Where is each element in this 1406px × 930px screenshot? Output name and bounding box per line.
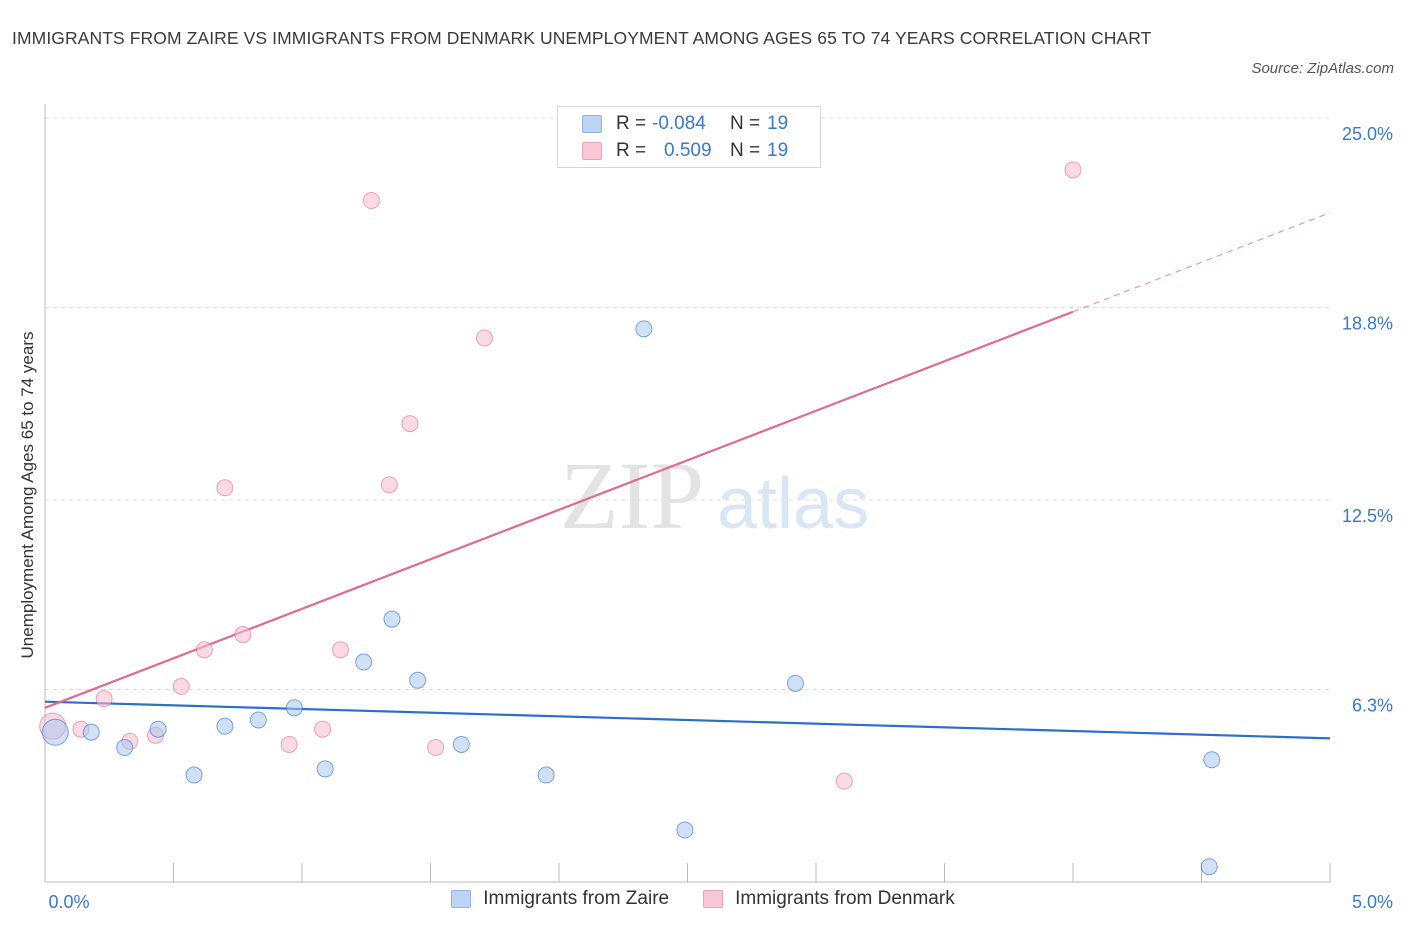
data-point-zaire bbox=[285, 699, 303, 717]
data-point-denmark bbox=[475, 329, 493, 347]
y-tick-label: 6.3% bbox=[1352, 695, 1393, 715]
axes bbox=[44, 104, 1331, 883]
data-point-zaire bbox=[316, 760, 334, 778]
series-legend-denmark: Immigrants from Denmark bbox=[703, 888, 955, 910]
data-point-denmark bbox=[234, 625, 252, 643]
legend-row-zaire: R = -0.084 N = 19 bbox=[582, 111, 788, 137]
data-point-denmark bbox=[1064, 161, 1082, 179]
data-point-denmark bbox=[314, 720, 332, 738]
data-point-denmark bbox=[280, 735, 298, 753]
data-points bbox=[39, 161, 1221, 876]
legend-r-label: R = bbox=[616, 113, 652, 134]
data-point-denmark bbox=[362, 192, 380, 210]
series-label-denmark: Immigrants from Denmark bbox=[735, 888, 955, 909]
y-tick-label: 25.0% bbox=[1342, 124, 1393, 144]
legend-swatch-denmark bbox=[582, 142, 602, 160]
series-legend: Immigrants from Zaire Immigrants from De… bbox=[0, 888, 1406, 910]
data-point-denmark bbox=[835, 772, 853, 790]
gridlines bbox=[45, 117, 1330, 690]
y-tick-label: 12.5% bbox=[1342, 506, 1393, 526]
data-point-denmark bbox=[95, 690, 113, 708]
watermark: ZIP atlas bbox=[560, 442, 869, 549]
data-point-zaire bbox=[1200, 858, 1218, 876]
data-point-denmark bbox=[427, 739, 445, 757]
series-label-zaire: Immigrants from Zaire bbox=[483, 888, 670, 909]
data-point-zaire bbox=[41, 718, 69, 746]
source-label: Source: ZipAtlas.com bbox=[1251, 60, 1394, 77]
data-point-zaire bbox=[409, 671, 427, 689]
data-point-denmark bbox=[216, 479, 234, 497]
legend-row-denmark: R = 0.509 N = 19 bbox=[582, 138, 788, 164]
data-point-zaire bbox=[82, 723, 100, 741]
watermark-zip: ZIP bbox=[560, 442, 704, 549]
legend-r-label: R = bbox=[616, 140, 652, 161]
series-legend-zaire: Immigrants from Zaire bbox=[451, 888, 669, 910]
x-tick-label: 0.0% bbox=[48, 892, 89, 912]
legend-n-label: N = bbox=[730, 113, 766, 134]
legend-n-value: 19 bbox=[767, 140, 789, 161]
data-point-zaire bbox=[452, 735, 470, 753]
y-axis-label: Unemployment Among Ages 65 to 74 years bbox=[18, 331, 37, 659]
data-point-denmark bbox=[332, 641, 350, 659]
chart-title: IMMIGRANTS FROM ZAIRE VS IMMIGRANTS FROM… bbox=[12, 28, 1152, 48]
data-point-zaire bbox=[676, 821, 694, 839]
data-point-denmark bbox=[380, 476, 398, 494]
data-point-denmark bbox=[172, 677, 190, 695]
trend-line-0 bbox=[44, 700, 1331, 740]
legend-n-value: 19 bbox=[767, 113, 789, 134]
legend-r-value: 0.509 bbox=[664, 140, 712, 161]
data-point-zaire bbox=[249, 711, 267, 729]
data-point-zaire bbox=[537, 766, 555, 784]
tick-labels: 6.3% 12.5% 18.8% 25.0% 0.0% 5.0% bbox=[48, 124, 1393, 912]
data-point-zaire bbox=[149, 720, 167, 738]
data-point-denmark bbox=[401, 415, 419, 433]
data-point-zaire bbox=[1203, 751, 1221, 769]
watermark-atlas: atlas bbox=[717, 464, 869, 544]
data-point-zaire bbox=[635, 320, 653, 338]
data-point-zaire bbox=[383, 610, 401, 628]
data-point-denmark bbox=[195, 641, 213, 659]
legend-n-label: N = bbox=[730, 140, 766, 161]
data-point-zaire bbox=[185, 766, 203, 784]
trend-lines bbox=[44, 212, 1331, 740]
data-point-zaire bbox=[786, 674, 804, 692]
trend-line-extension-1 bbox=[1072, 212, 1331, 313]
data-point-zaire bbox=[216, 717, 234, 735]
series-swatch-denmark bbox=[703, 890, 724, 908]
trend-line-1 bbox=[44, 310, 1074, 709]
legend-r-value: -0.084 bbox=[652, 113, 706, 134]
data-point-zaire bbox=[355, 653, 373, 671]
correlation-legend: R = -0.084 N = 19 R = 0.509 N = 19 bbox=[557, 106, 821, 168]
x-tick-label: 5.0% bbox=[1352, 892, 1393, 912]
y-tick-label: 18.8% bbox=[1342, 313, 1393, 333]
legend-swatch-zaire bbox=[582, 115, 602, 133]
data-point-zaire bbox=[116, 739, 134, 757]
series-swatch-zaire bbox=[451, 890, 472, 908]
